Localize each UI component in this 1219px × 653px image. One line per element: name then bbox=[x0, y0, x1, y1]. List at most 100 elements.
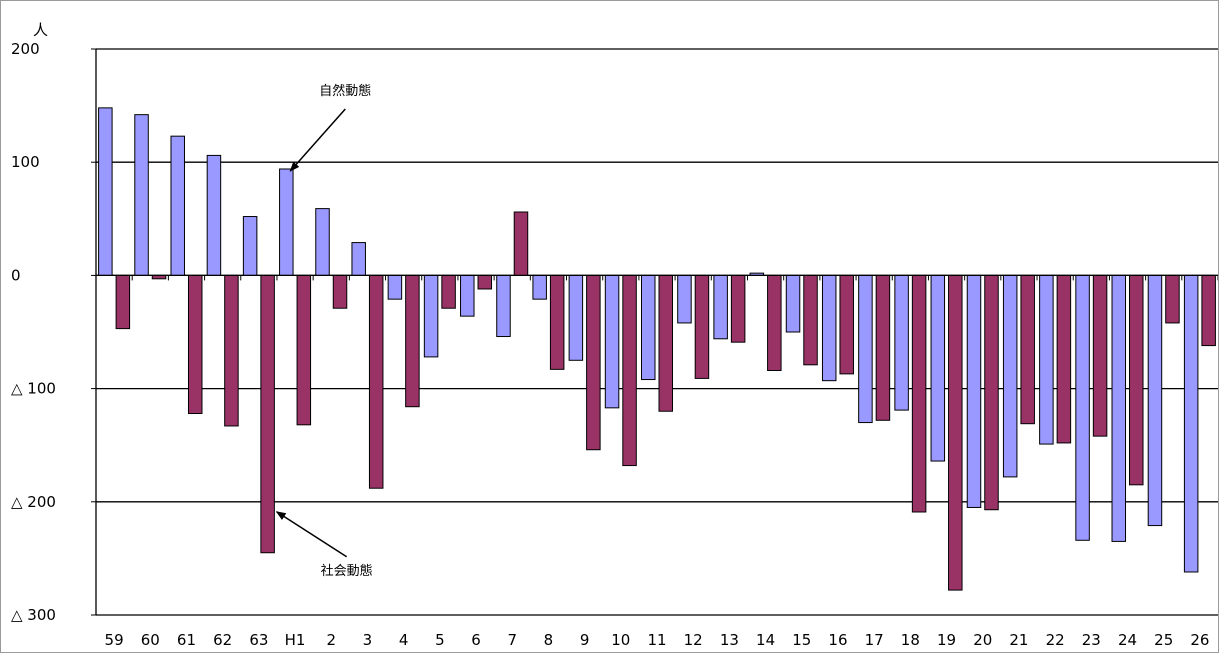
bar bbox=[441, 274, 456, 309]
bar bbox=[1129, 274, 1144, 486]
y-tick-label: △ 300 bbox=[11, 606, 56, 624]
bar bbox=[767, 274, 782, 371]
y-tick-label: △ 200 bbox=[11, 493, 56, 511]
x-tick-label: 59 bbox=[105, 631, 124, 649]
bars bbox=[98, 107, 1216, 591]
bar bbox=[332, 274, 348, 309]
bar bbox=[658, 274, 673, 412]
bar bbox=[98, 107, 113, 276]
bar bbox=[948, 274, 963, 591]
y-tick-label: 0 bbox=[11, 266, 21, 284]
bar bbox=[460, 274, 475, 317]
x-tick-label: 11 bbox=[647, 631, 666, 649]
bar bbox=[730, 274, 746, 343]
bar bbox=[513, 211, 529, 276]
bar bbox=[187, 274, 203, 415]
x-tick-label: 24 bbox=[1118, 631, 1137, 649]
bar bbox=[405, 274, 420, 408]
bar bbox=[641, 274, 656, 381]
x-tick-label: 14 bbox=[756, 631, 775, 649]
bar bbox=[1201, 274, 1216, 347]
x-tick-label: 16 bbox=[828, 631, 847, 649]
x-tick-label: 5 bbox=[435, 631, 445, 649]
bar bbox=[875, 274, 891, 421]
bar bbox=[1183, 274, 1199, 573]
bar bbox=[423, 274, 439, 358]
bar bbox=[260, 274, 275, 554]
bar bbox=[387, 274, 403, 300]
x-tick-label: 60 bbox=[141, 631, 160, 649]
x-tick-label: 7 bbox=[507, 631, 517, 649]
x-tick-label: 18 bbox=[901, 631, 920, 649]
bar bbox=[368, 274, 384, 489]
bar bbox=[930, 274, 946, 462]
annotation-arrow bbox=[275, 511, 348, 558]
annotation-label: 社会動態 bbox=[321, 563, 373, 579]
bar bbox=[803, 274, 818, 366]
y-tick-label: △ 100 bbox=[11, 380, 56, 398]
bar bbox=[1056, 274, 1072, 444]
annotation-label: 自然動態 bbox=[319, 83, 371, 99]
bar bbox=[496, 274, 511, 338]
bar bbox=[1002, 274, 1018, 478]
x-tick-label: 8 bbox=[544, 631, 554, 649]
x-tick-label: 6 bbox=[471, 631, 481, 649]
bar bbox=[315, 208, 330, 276]
bar bbox=[1165, 274, 1180, 324]
x-tick-label: 62 bbox=[213, 631, 232, 649]
bar bbox=[821, 274, 837, 382]
x-tick-label: 20 bbox=[973, 631, 992, 649]
bar bbox=[966, 274, 982, 508]
bar bbox=[586, 274, 601, 451]
bar bbox=[532, 274, 547, 300]
y-tick-label: 100 bbox=[11, 153, 40, 171]
bar bbox=[170, 135, 185, 276]
x-tick-label: 19 bbox=[937, 631, 956, 649]
x-tick-label: 15 bbox=[792, 631, 811, 649]
bar bbox=[206, 154, 222, 276]
bar bbox=[839, 274, 854, 375]
bar bbox=[894, 274, 909, 411]
bar bbox=[242, 216, 258, 276]
bar bbox=[858, 274, 873, 424]
x-tick-label: 3 bbox=[363, 631, 373, 649]
x-tick-label: 26 bbox=[1190, 631, 1209, 649]
bar bbox=[785, 274, 801, 333]
bar bbox=[279, 168, 294, 276]
bar bbox=[351, 242, 366, 276]
y-unit-label: 人 bbox=[33, 21, 48, 39]
x-tick-label: 4 bbox=[399, 631, 409, 649]
x-tick-label: 2 bbox=[326, 631, 336, 649]
bar bbox=[911, 274, 927, 513]
bar bbox=[549, 274, 565, 370]
bar bbox=[1092, 274, 1108, 437]
bar bbox=[224, 274, 239, 427]
bar bbox=[1039, 274, 1054, 445]
x-tick-label: 63 bbox=[249, 631, 268, 649]
bar bbox=[694, 274, 710, 379]
bar bbox=[604, 274, 620, 409]
bar bbox=[713, 274, 728, 340]
bar bbox=[984, 274, 999, 511]
axes bbox=[91, 48, 1218, 616]
bar bbox=[568, 274, 584, 361]
x-tick-label: H1 bbox=[285, 631, 306, 649]
bar bbox=[677, 274, 692, 324]
x-tick-label: 23 bbox=[1082, 631, 1101, 649]
x-tick-label: 13 bbox=[720, 631, 739, 649]
bar bbox=[1147, 274, 1163, 527]
x-tick-label: 12 bbox=[684, 631, 703, 649]
bar bbox=[296, 274, 312, 426]
x-tick-label: 17 bbox=[865, 631, 884, 649]
x-tick-label: 22 bbox=[1046, 631, 1065, 649]
bar bbox=[1111, 274, 1127, 542]
bar bbox=[134, 114, 149, 276]
y-tick-label: 200 bbox=[11, 40, 40, 58]
x-tick-label: 21 bbox=[1009, 631, 1028, 649]
x-tick-label: 10 bbox=[611, 631, 630, 649]
bar bbox=[1075, 274, 1090, 541]
bar bbox=[477, 274, 493, 290]
